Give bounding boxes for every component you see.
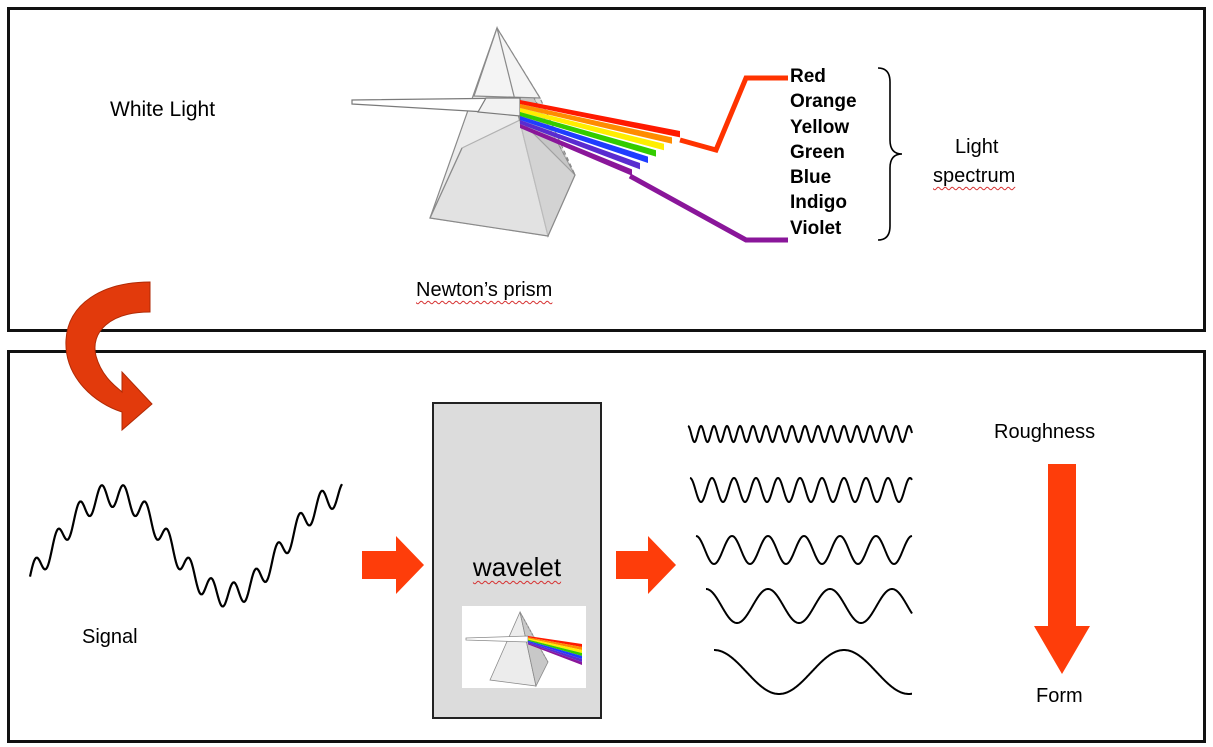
mini-rainbow-beam-1	[528, 636, 582, 647]
spectrum-item-violet: Violet	[790, 217, 842, 239]
roughness-label: Roughness	[994, 421, 1096, 443]
wave-band-4	[706, 588, 913, 624]
form-label: Form	[1036, 685, 1083, 707]
spectrum-item-indigo: Indigo	[790, 192, 847, 214]
signal-curve	[28, 483, 343, 608]
mini-rainbow-beam-4	[528, 639, 582, 656]
spectrum-brace	[877, 67, 903, 241]
mini-rainbow-beam-2	[528, 637, 582, 650]
wave-band-3	[695, 534, 913, 566]
rainbow-beam-6	[520, 120, 640, 170]
white-light-label: White Light	[110, 98, 216, 121]
top-panel	[7, 7, 1206, 332]
violet-leader-line	[628, 173, 788, 243]
rainbow-beam-1	[520, 100, 680, 138]
arrow-signal-to-wavelet	[362, 536, 424, 594]
wave-band-1	[687, 424, 913, 444]
prism-caption: Newton’s prism	[416, 279, 553, 301]
spectrum-title-line1: Light	[955, 136, 999, 158]
mini-rainbow-beam-7	[528, 643, 582, 665]
wave-band-5	[714, 649, 912, 695]
red-leader-line	[679, 75, 788, 153]
spectrum-item-blue: Blue	[790, 167, 832, 189]
mini-rainbow-beam-3	[528, 638, 582, 653]
wavelet-box: wavelet	[432, 402, 602, 719]
rainbow-beam-7	[520, 124, 632, 176]
prism	[429, 25, 576, 238]
mini-rainbow-beam-5	[528, 640, 582, 659]
spectrum-item-red: Red	[790, 66, 826, 87]
spectrum-list: Red Orange Yellow Green Blue Indigo Viol…	[790, 64, 857, 241]
spectrum-title-line2: spectrum	[933, 165, 1016, 187]
arrow-roughness-to-form	[1034, 464, 1090, 674]
rainbow-beam-5	[520, 116, 648, 163]
white-light-beam	[351, 97, 521, 117]
spectrum-item-orange: Orange	[790, 91, 857, 113]
spectrum-item-green: Green	[790, 141, 845, 163]
mini-prism-icon	[465, 610, 582, 688]
spectrum-item-yellow: Yellow	[790, 116, 850, 138]
rainbow-beam-2	[520, 104, 672, 144]
rainbow-beam-3	[520, 108, 664, 151]
bottom-panel	[7, 350, 1206, 743]
wave-band-2	[689, 476, 913, 504]
curved-arrow	[65, 281, 153, 432]
signal-label: Signal	[82, 626, 138, 648]
arrow-wavelet-to-bands	[616, 536, 676, 594]
mini-rainbow-beam-6	[528, 642, 582, 662]
wavelet-label: wavelet	[472, 552, 562, 582]
rainbow-beam-4	[520, 112, 656, 157]
mini-prism-thumbnail	[462, 606, 586, 688]
rainbow-beams	[520, 100, 680, 176]
